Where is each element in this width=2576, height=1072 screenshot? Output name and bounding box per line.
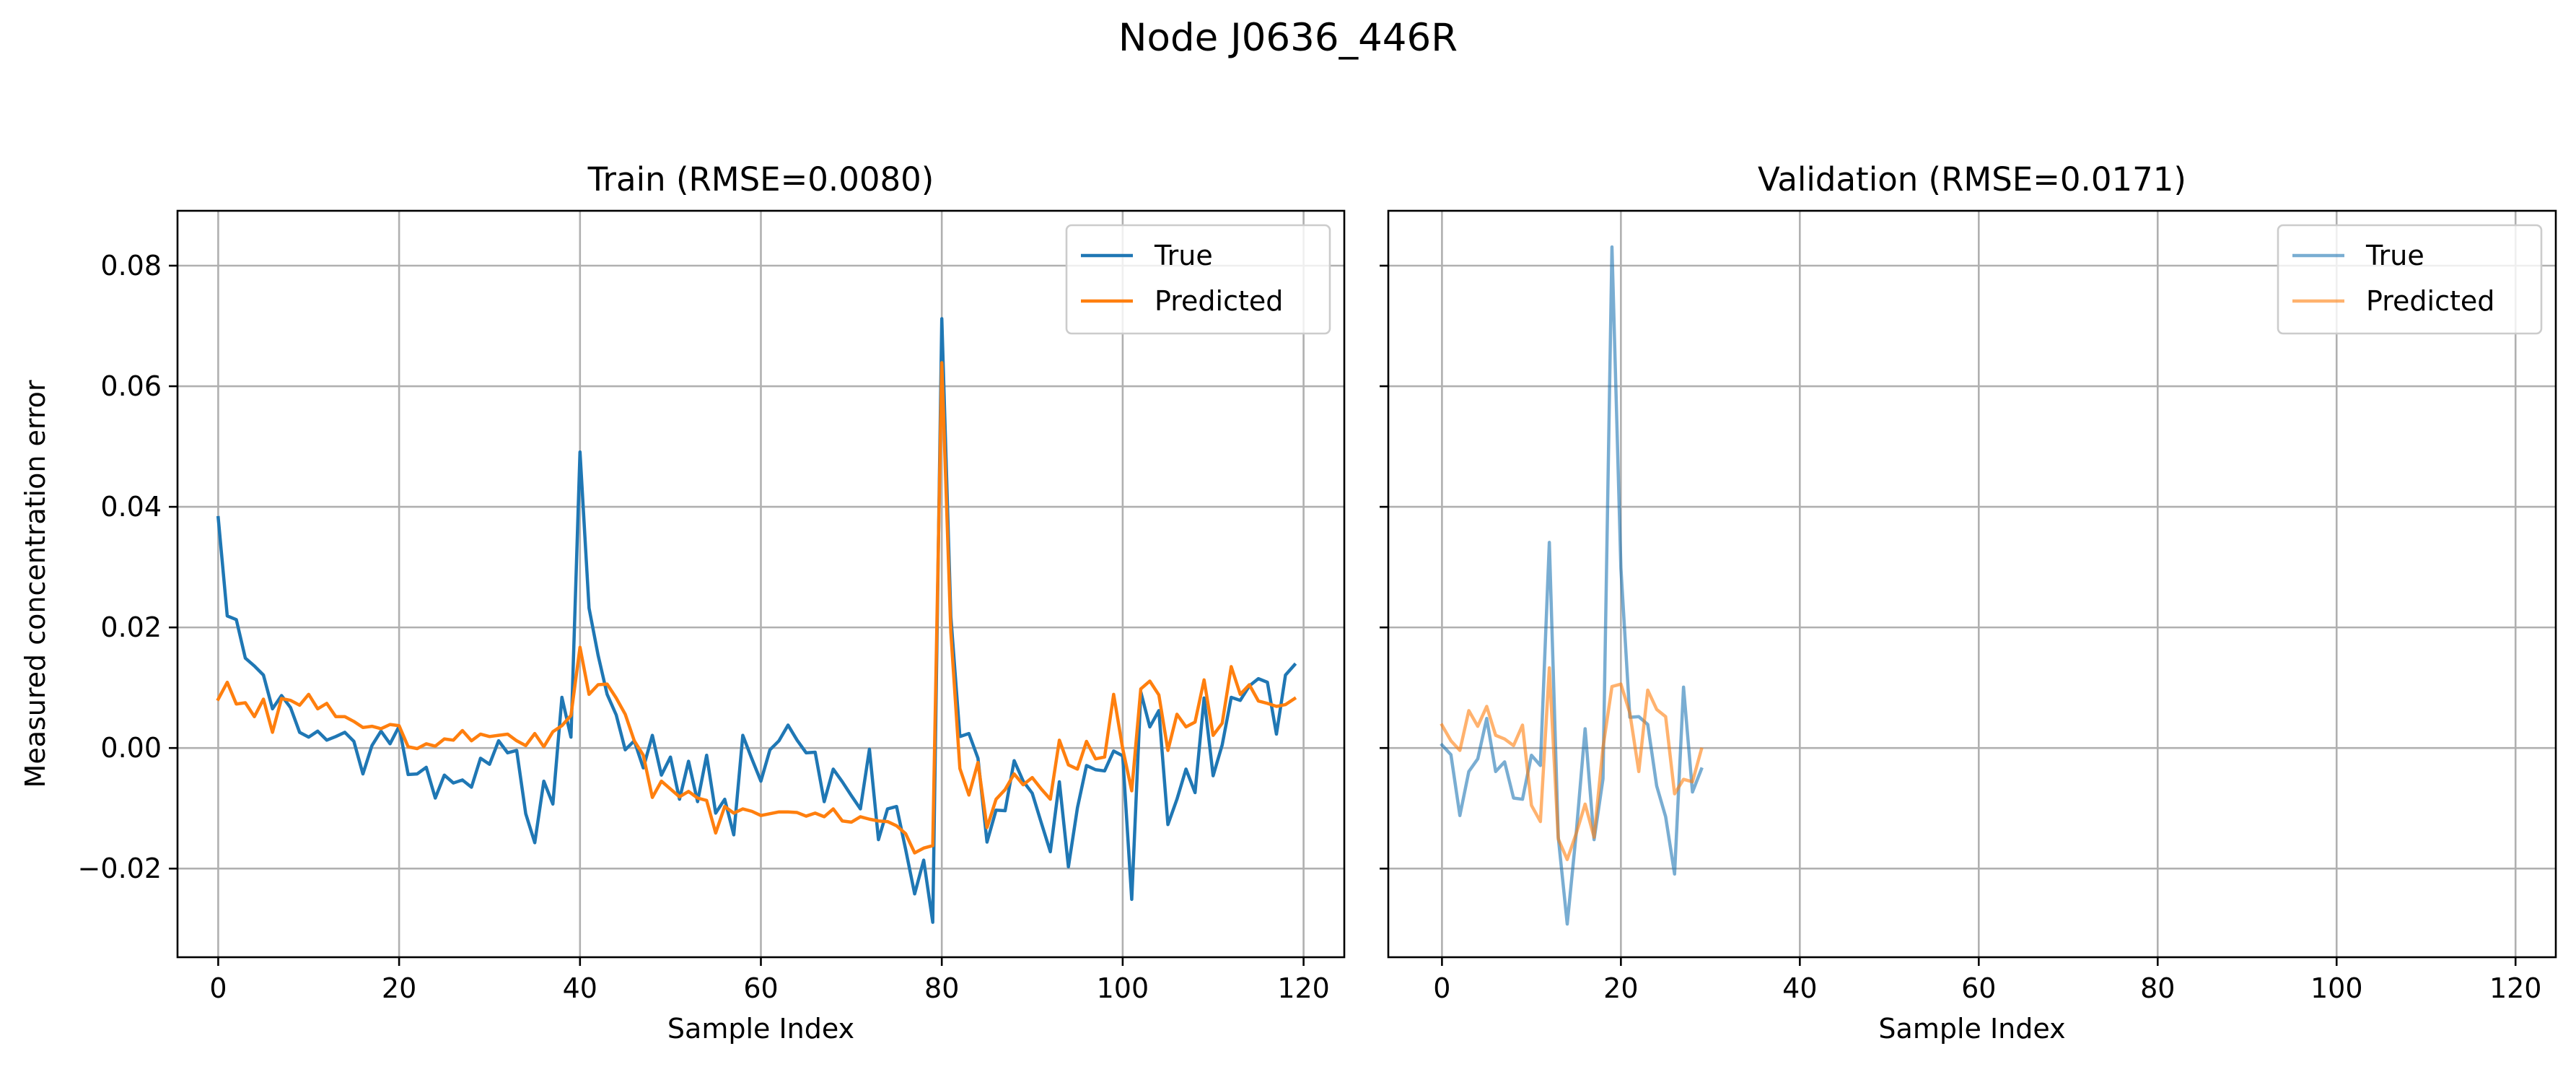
- legend-box: [1065, 224, 1331, 335]
- x-tick-label: 0: [209, 972, 227, 1004]
- predicted-series-line: [1440, 666, 1704, 861]
- legend: True Predicted: [1065, 224, 1331, 335]
- y-tick-label: 0.06: [100, 370, 162, 402]
- legend-label: True: [2365, 240, 2424, 271]
- x-tick-label: 60: [743, 972, 778, 1004]
- predicted-series-line: [216, 361, 1297, 855]
- legend-label: True: [1154, 240, 1213, 271]
- x-tick-label: 80: [2140, 972, 2175, 1004]
- legend-box: [2277, 224, 2543, 335]
- x-tick-label: 40: [563, 972, 597, 1004]
- figure-title: Node J0636_446R: [1118, 16, 1458, 60]
- true-series-line: [1440, 245, 1704, 926]
- y-tick-label: 0.08: [100, 250, 162, 282]
- x-tick-label: 40: [1782, 972, 1817, 1004]
- x-tick-label: 0: [1433, 972, 1450, 1004]
- x-tick-label: 80: [924, 972, 959, 1004]
- x-axis-label: Sample Index: [1878, 1013, 2065, 1045]
- legend: True Predicted: [2277, 224, 2543, 335]
- x-tick-label: 120: [2489, 972, 2542, 1004]
- y-axis-label: Measured concentration error: [19, 380, 51, 788]
- legend-label: Predicted: [2366, 285, 2494, 317]
- x-tick-label: 100: [1097, 972, 1149, 1004]
- train-panel: 0 20 40 60 80 100 120 −0.02 0.00 0.02 0.04 0.06 0.08…: [19, 160, 1346, 1045]
- x-tick-label: 20: [1603, 972, 1638, 1004]
- x-tick-label: 120: [1277, 972, 1330, 1004]
- x-tick-label: 60: [1961, 972, 1996, 1004]
- y-tick-label: 0.02: [100, 611, 162, 643]
- validation-panel: 0 20 40 60 80 100 120 Validation (RMSE=0.0171) S…: [1380, 160, 2557, 1045]
- axes-title: Train (RMSE=0.0080): [587, 160, 934, 199]
- y-tick-label: 0.04: [100, 491, 162, 523]
- x-axis-label: Sample Index: [667, 1013, 854, 1045]
- true-series-line: [216, 317, 1297, 924]
- y-tick-label: 0.00: [100, 732, 162, 764]
- x-tick-label: 20: [382, 972, 416, 1004]
- y-tick-label: −0.02: [78, 853, 162, 884]
- axes-title: Validation (RMSE=0.0171): [1758, 160, 2186, 199]
- legend-label: Predicted: [1155, 285, 1283, 317]
- plot-frame: [1387, 209, 2557, 959]
- x-tick-label: 100: [2310, 972, 2363, 1004]
